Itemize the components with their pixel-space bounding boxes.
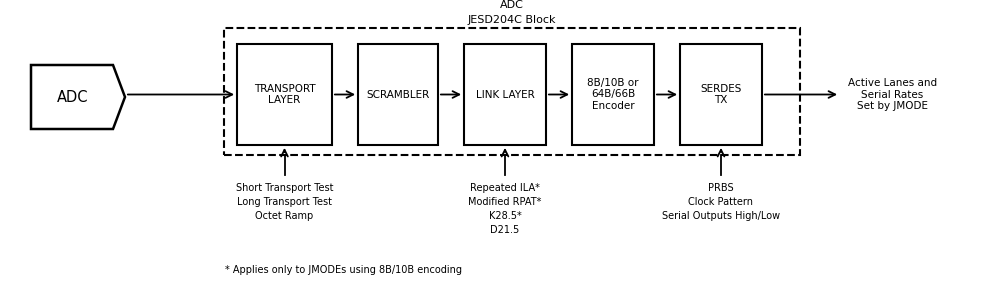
Text: Repeated ILA*
Modified RPAT*
K28.5*
D21.5: Repeated ILA* Modified RPAT* K28.5* D21.… bbox=[468, 183, 542, 235]
Text: PRBS
Clock Pattern
Serial Outputs High/Low: PRBS Clock Pattern Serial Outputs High/L… bbox=[662, 183, 780, 221]
Text: Active Lanes and
Serial Rates
Set by JMODE: Active Lanes and Serial Rates Set by JMO… bbox=[848, 78, 937, 111]
Text: ADC: ADC bbox=[500, 0, 524, 10]
Text: SCRAMBLER: SCRAMBLER bbox=[366, 89, 429, 99]
Bar bbox=[680, 44, 762, 145]
Bar bbox=[224, 28, 800, 155]
Bar bbox=[358, 44, 438, 145]
Bar bbox=[572, 44, 654, 145]
Text: * Applies only to JMODEs using 8B/10B encoding: * Applies only to JMODEs using 8B/10B en… bbox=[225, 265, 462, 275]
Text: 8B/10B or
64B/66B
Encoder: 8B/10B or 64B/66B Encoder bbox=[588, 78, 639, 111]
Text: ADC: ADC bbox=[57, 89, 89, 104]
Text: Short Transport Test
Long Transport Test
Octet Ramp: Short Transport Test Long Transport Test… bbox=[236, 183, 333, 221]
Bar bbox=[464, 44, 546, 145]
Text: LINK LAYER: LINK LAYER bbox=[475, 89, 535, 99]
Text: JESD204C Block: JESD204C Block bbox=[467, 15, 557, 25]
Text: TRANSPORT
LAYER: TRANSPORT LAYER bbox=[253, 84, 315, 105]
Bar bbox=[237, 44, 332, 145]
Polygon shape bbox=[31, 65, 125, 129]
Text: SERDES
TX: SERDES TX bbox=[701, 84, 742, 105]
